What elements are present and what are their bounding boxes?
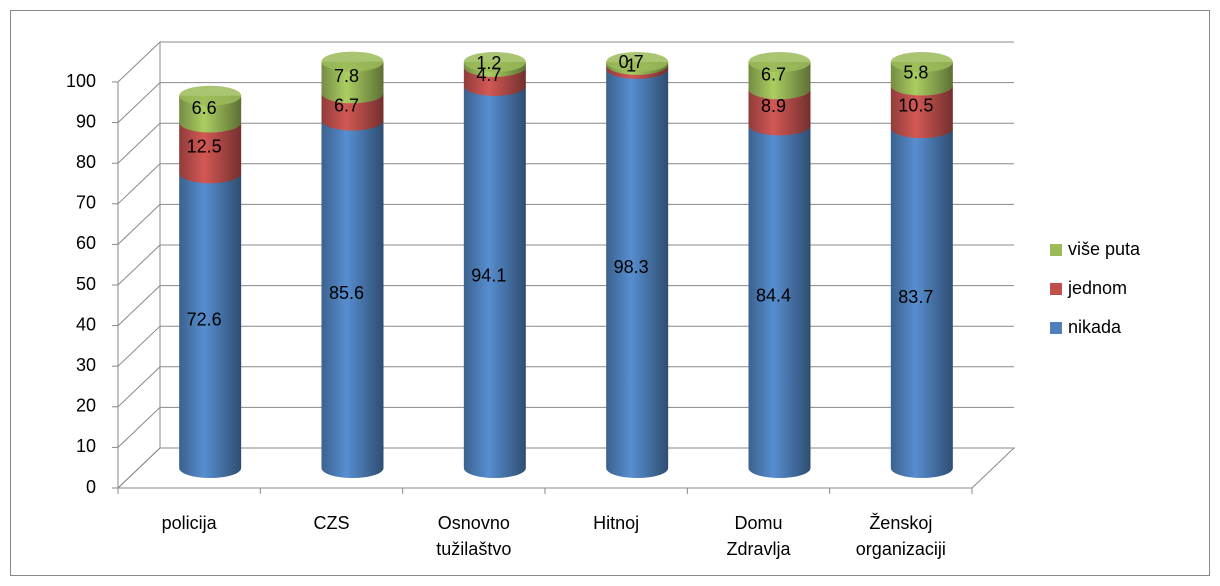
data-label: 83.7 xyxy=(898,287,933,307)
cylinder-segment xyxy=(606,68,669,478)
x-tick-label: Domu Zdravlja xyxy=(726,513,791,559)
legend-label: nikada xyxy=(1068,317,1122,337)
data-label: 6.6 xyxy=(192,98,217,118)
cylinder-top xyxy=(463,52,526,72)
cylinder-segment xyxy=(748,62,811,100)
grid-line xyxy=(117,82,1014,123)
legend-swatch xyxy=(1050,322,1062,334)
data-label: 5.8 xyxy=(903,63,928,83)
y-tick-label: 0 xyxy=(86,477,96,497)
y-tick-label: 30 xyxy=(76,355,96,375)
y-tick-label: 90 xyxy=(76,111,96,131)
grid-line xyxy=(117,203,1014,245)
data-label: 1 xyxy=(626,56,636,76)
y-tick-label: 70 xyxy=(76,193,96,213)
grid-line xyxy=(117,41,1014,83)
data-label: 10.5 xyxy=(898,96,933,116)
grid-line xyxy=(117,244,1014,286)
grid-line xyxy=(117,325,1014,367)
cylinder-top xyxy=(606,52,669,72)
data-label: 84.4 xyxy=(756,285,791,305)
x-tick-label: Hitnoj xyxy=(593,513,640,533)
y-tick-label: 40 xyxy=(76,314,96,334)
cylinder-top xyxy=(179,85,242,106)
data-label: 6.7 xyxy=(761,64,786,84)
cylinder-top xyxy=(890,52,953,72)
cylinder-segment xyxy=(463,85,526,478)
data-label: 7.8 xyxy=(334,66,359,86)
cylinder-top xyxy=(321,51,384,72)
grid-line xyxy=(117,122,1014,164)
legend-swatch xyxy=(1050,283,1062,295)
cylinder-segment xyxy=(321,93,384,131)
data-label: 85.6 xyxy=(329,283,364,303)
cylinder-segment xyxy=(179,95,242,133)
cylinder-segment xyxy=(748,125,811,478)
data-label: 8.9 xyxy=(761,96,786,116)
x-tick-label: Osnovno tužilaštvo xyxy=(436,513,512,559)
data-label: 0.7 xyxy=(619,52,644,72)
y-tick-label: 10 xyxy=(76,436,96,456)
data-label: 94.1 xyxy=(471,266,506,286)
grid-line xyxy=(117,406,1014,448)
x-tick-label: CZS xyxy=(313,513,350,533)
data-label: 4.7 xyxy=(476,65,501,85)
grid-line xyxy=(117,285,1014,326)
cylinder-segment xyxy=(748,89,811,136)
cylinder-segment xyxy=(179,173,242,478)
cylinder-segment xyxy=(890,85,953,139)
y-tick-label: 60 xyxy=(76,233,96,253)
y-tick-label: 100 xyxy=(66,71,96,91)
data-label: 6.7 xyxy=(334,96,359,116)
x-tick-label: Ženskoj organizaciji xyxy=(855,513,946,559)
grid-line xyxy=(117,163,1014,205)
y-tick-label: 20 xyxy=(76,396,96,416)
data-label: 98.3 xyxy=(614,257,649,277)
data-label: 1.2 xyxy=(476,53,501,73)
grid-line xyxy=(117,366,1014,408)
legend-swatch xyxy=(1050,244,1062,256)
cylinder-segment xyxy=(321,61,384,104)
x-tick-label: policija xyxy=(161,513,217,533)
cylinder-segment xyxy=(179,122,242,184)
cylinder-segment xyxy=(890,128,953,479)
data-label: 12.5 xyxy=(187,137,222,157)
data-label: 72.6 xyxy=(187,309,222,329)
y-tick-label: 50 xyxy=(76,274,96,294)
grid-line xyxy=(117,447,1014,489)
y-tick-label: 80 xyxy=(76,152,96,172)
cylinder-top xyxy=(748,52,811,72)
legend-label: više puta xyxy=(1068,239,1141,259)
cylinder-segment xyxy=(321,120,384,478)
legend-label: jednom xyxy=(1067,278,1127,298)
